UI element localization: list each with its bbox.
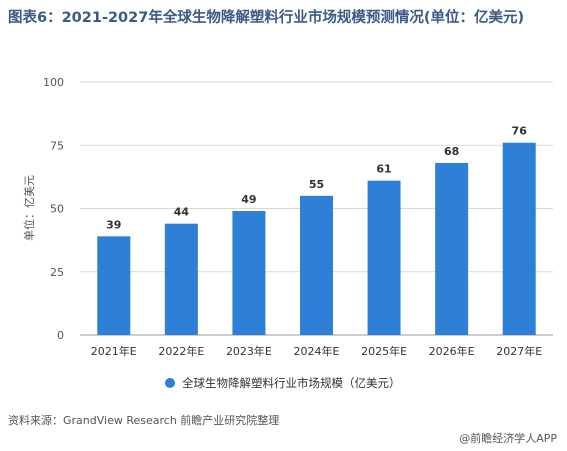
y-axis-label: 单位：亿美元 <box>22 175 36 241</box>
x-tick-labels: 2021年E 2022年E 2023年E 2024年E 2025年E 2026年E 2027… <box>91 344 542 358</box>
x-tick-label: 2027年E <box>496 344 542 358</box>
x-tick-label: 2024年E <box>294 344 340 358</box>
bar <box>97 236 131 335</box>
x-tick-label: 2025年E <box>361 344 407 358</box>
y-tick-label: 100 <box>43 76 64 89</box>
value-label: 49 <box>241 193 256 206</box>
value-label: 55 <box>309 178 324 191</box>
y-tick-label: 75 <box>50 139 64 152</box>
bar <box>435 162 469 335</box>
value-label: 39 <box>106 218 121 231</box>
bar <box>502 142 536 335</box>
brand-credit: @前瞻经济学人APP <box>459 432 557 445</box>
legend: 全球生物降解塑料行业市场规模（亿美元） <box>165 376 401 390</box>
x-tick-label: 2022年E <box>158 344 204 358</box>
bar <box>232 211 266 335</box>
value-label: 44 <box>174 206 190 219</box>
value-label: 61 <box>376 163 391 176</box>
y-tick-labels: 0 25 50 75 100 <box>43 76 64 342</box>
legend-marker <box>165 378 175 388</box>
bar-series <box>97 142 536 335</box>
value-labels: 39 44 49 55 61 68 76 <box>106 125 527 232</box>
chart-title: 图表6：2021-2027年全球生物降解塑料行业市场规模预测情况(单位：亿美元) <box>8 10 525 26</box>
y-tick-label: 25 <box>50 266 64 279</box>
bar <box>300 195 333 335</box>
y-tick-label: 0 <box>57 329 64 342</box>
value-label: 76 <box>512 125 528 138</box>
source-note: 资料来源：GrandView Research 前瞻产业研究院整理 <box>8 414 280 427</box>
x-tick-label: 2021年E <box>91 344 137 358</box>
bar <box>164 223 198 335</box>
x-tick-label: 2023年E <box>226 344 272 358</box>
x-tick-label: 2026年E <box>429 344 475 358</box>
y-tick-label: 50 <box>50 203 64 216</box>
value-label: 68 <box>444 145 459 158</box>
bar <box>367 180 401 335</box>
legend-label: 全球生物降解塑料行业市场规模（亿美元） <box>182 376 401 390</box>
